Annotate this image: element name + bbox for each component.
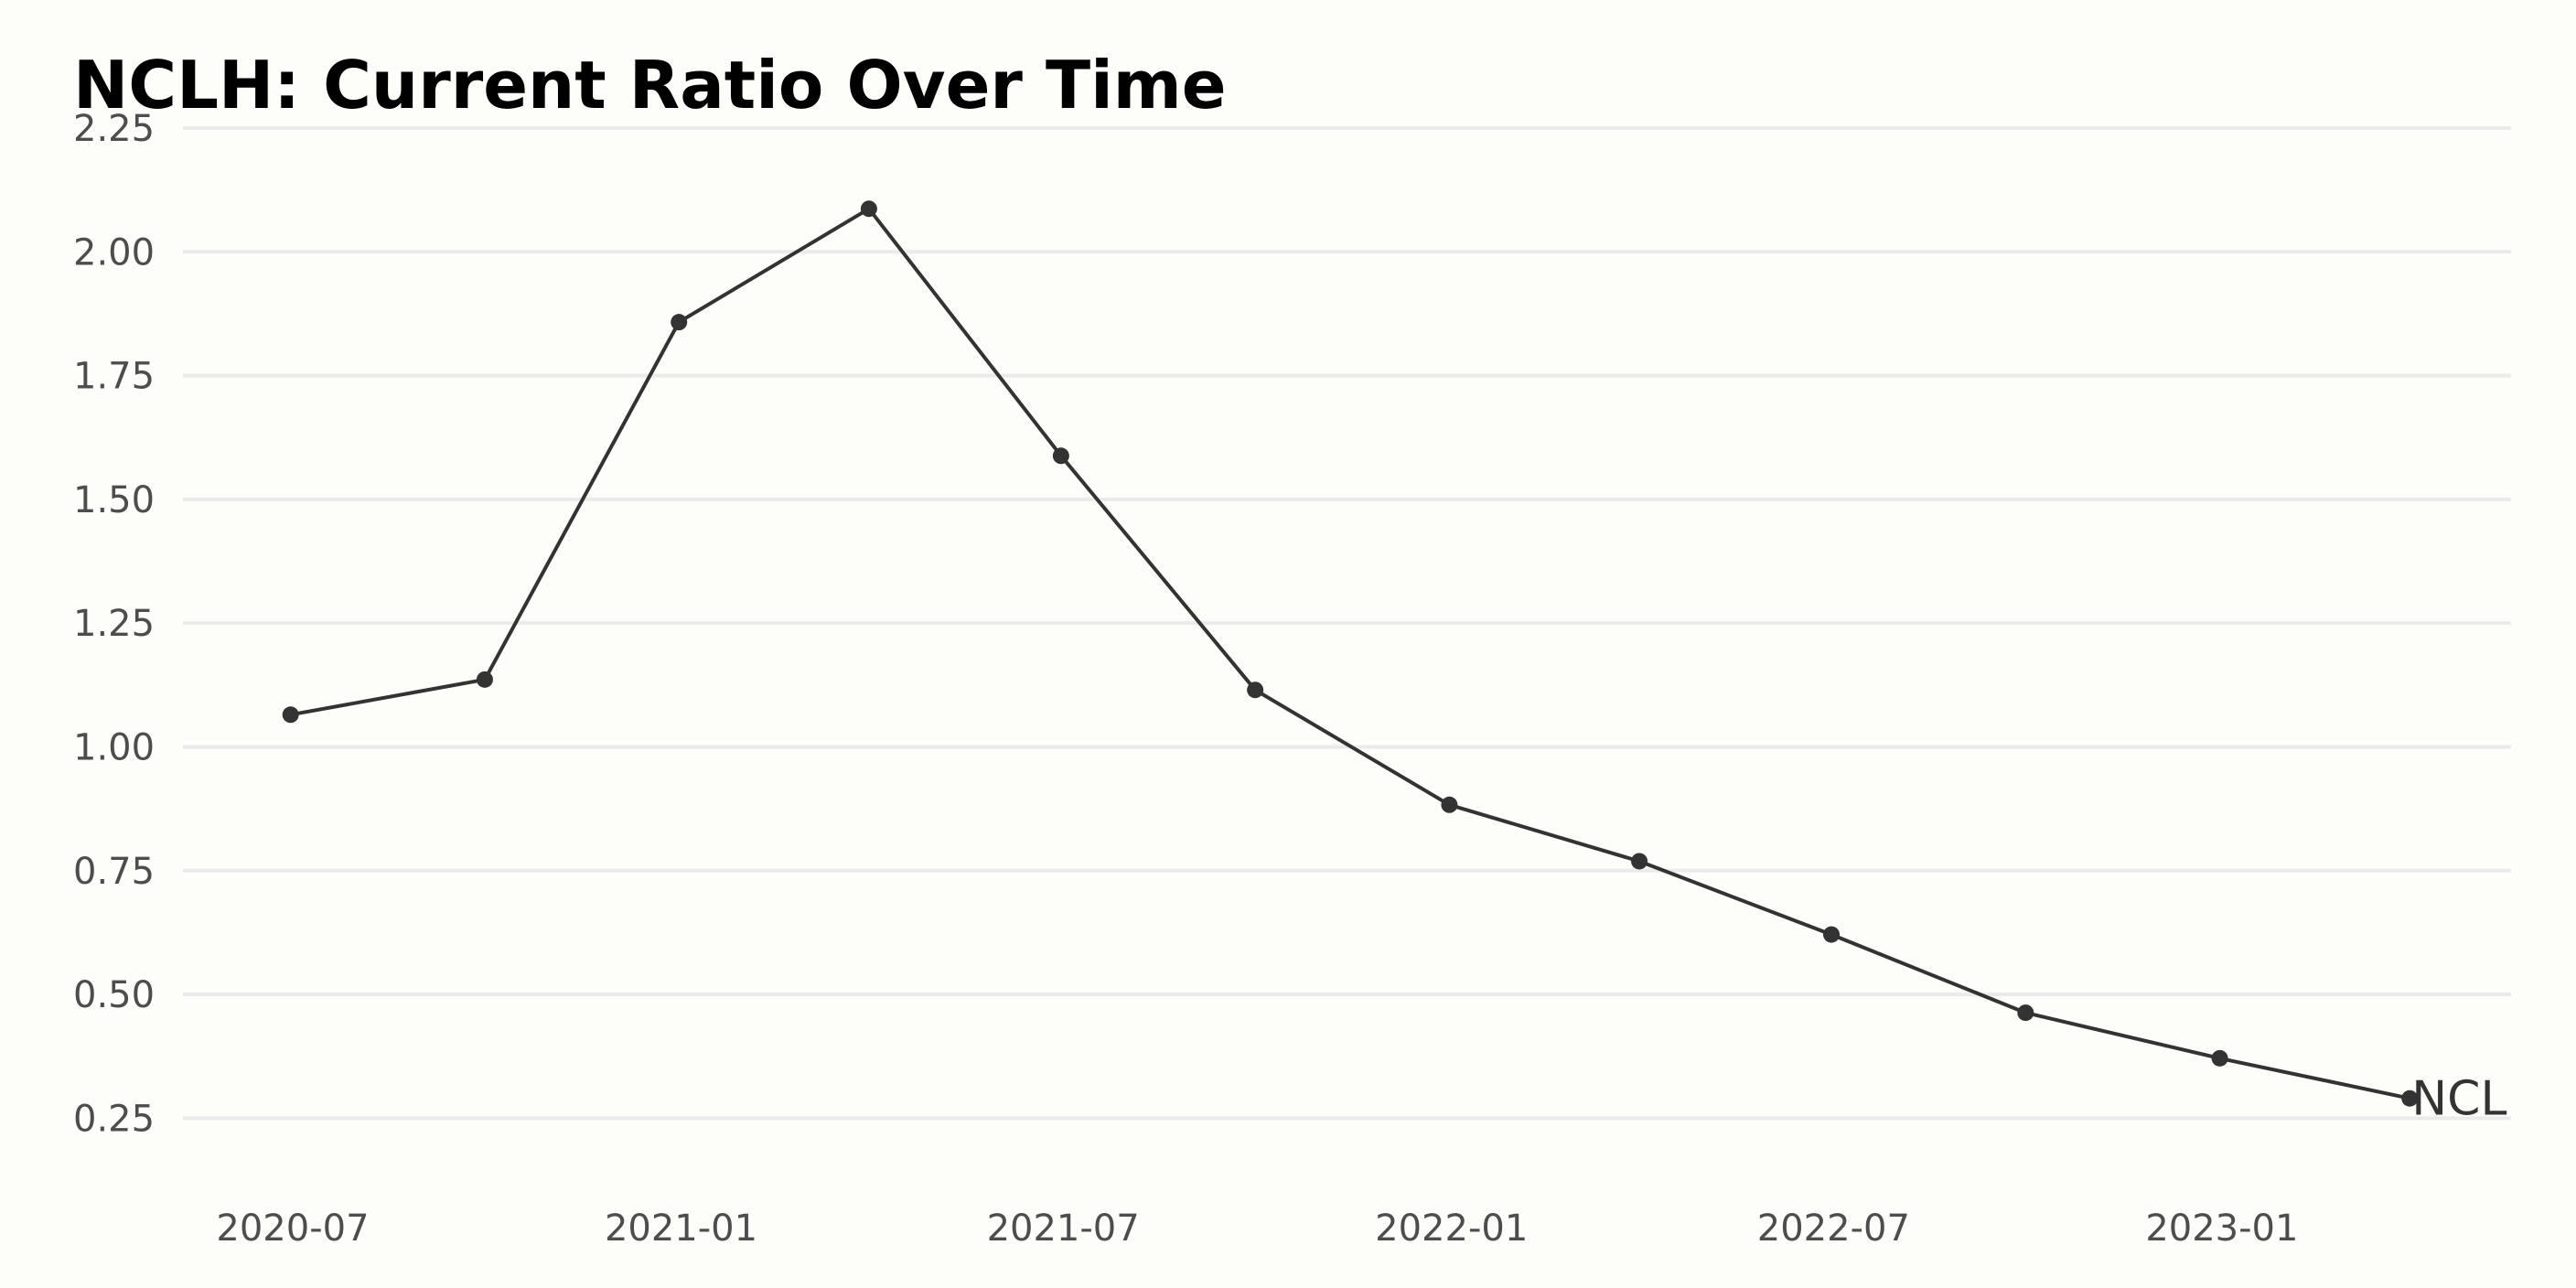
series-end-label: NCLH [2411,1072,2542,1127]
x-tick-label: 2022-01 [1375,1208,1528,1250]
data-point [476,671,493,688]
data-point [1441,796,1458,813]
y-tick-label: 1.25 [73,603,155,645]
data-point [1823,926,1841,943]
y-tick-label: 1.75 [73,356,155,398]
series-line [290,207,2410,1100]
data-point [1052,447,1069,465]
x-tick-label: 2021-07 [987,1208,1140,1250]
data-point [1247,682,1264,699]
x-tick-label: 2022-07 [1757,1208,1910,1250]
series-area: NCLH [282,200,2542,1127]
data-point [1631,853,1648,870]
y-tick-label: 2.00 [73,231,155,274]
data-point [2211,1049,2228,1067]
data-point [282,706,299,724]
grid-lines [183,126,2511,1121]
chart-title: NCLH: Current Ratio Over Time [73,47,1227,123]
data-point [2401,1089,2419,1107]
y-tick-label: 0.75 [73,851,155,893]
y-tick-label: 1.50 [73,479,155,521]
y-tick-label: 1.00 [73,726,155,768]
x-tick-label: 2021-01 [605,1208,757,1250]
y-tick-label: 0.25 [73,1098,155,1140]
y-tick-label: 0.50 [73,974,155,1016]
data-point [2017,1004,2034,1022]
data-point [860,200,877,218]
y-axis: 0.25 0.50 0.75 1.00 1.25 1.50 1.75 2.00 2.25 [73,108,155,1140]
x-tick-label: 2023-01 [2145,1208,2298,1250]
data-point [671,314,688,331]
x-tick-label: 2020-07 [216,1208,369,1250]
x-axis: 2020-07 2021-01 2021-07 2022-01 2022-07 2023-… [216,1208,2298,1250]
y-tick-label: 2.25 [73,108,155,150]
